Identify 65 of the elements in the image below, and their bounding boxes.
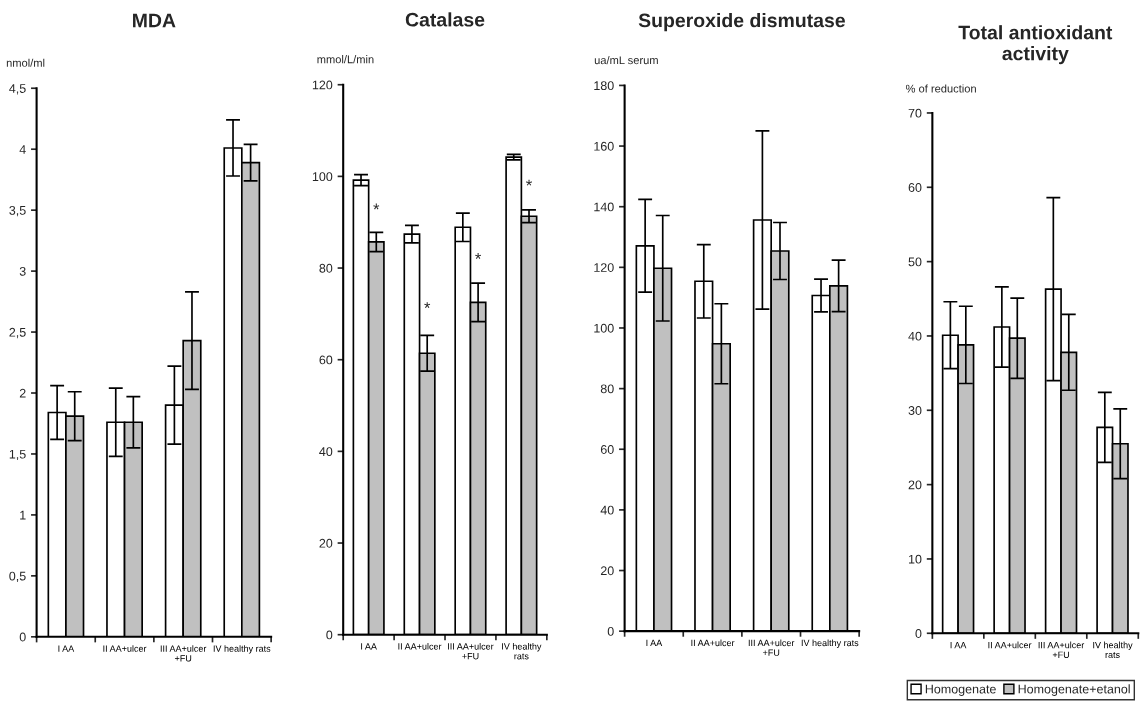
- annotation: *: [475, 253, 482, 259]
- x-tick-label: III AA+ulcer +FU: [748, 639, 795, 656]
- y-tick-label: 20: [319, 538, 333, 548]
- y-tick-label: 40: [600, 505, 614, 515]
- x-tick-label: III AA+ulcer +FU: [448, 643, 494, 660]
- y-tick-label: 0: [19, 632, 26, 642]
- y-tick-label: 60: [908, 183, 922, 192]
- y-tick-label: 120: [594, 263, 614, 272]
- y-tick-label: 120: [312, 80, 333, 90]
- y-axis-title: mmol/L/min: [317, 55, 374, 64]
- y-tick-label: 4,5: [9, 84, 26, 95]
- x-tick-label: I AA: [950, 641, 967, 649]
- y-tick-label: 0: [607, 626, 614, 636]
- y-tick-label: 1,5: [9, 449, 26, 461]
- y-tick-label: 100: [594, 323, 614, 333]
- x-tick-label: II AA+ulcer: [103, 645, 147, 652]
- y-tick-label: 0: [326, 630, 333, 640]
- annotation: *: [526, 179, 532, 186]
- y-tick-label: 80: [319, 263, 333, 273]
- chart-title: Catalase: [405, 12, 485, 27]
- x-tick-label: II AA+ulcer: [398, 643, 442, 650]
- x-tick-label: IV healthy rats: [801, 639, 859, 648]
- y-tick-label: 1: [20, 510, 26, 520]
- chart-title: Superoxide dismutase: [638, 13, 845, 32]
- y-tick-label: 60: [319, 355, 333, 365]
- x-tick-label: IV healthy rats: [1093, 641, 1133, 658]
- y-tick-label: 4: [19, 145, 26, 154]
- y-tick-label: 20: [600, 566, 614, 576]
- x-tick-label: II AA+ulcer: [691, 639, 735, 647]
- y-tick-label: 0,5: [9, 571, 26, 582]
- x-tick-label: III AA+ulcer +FU: [160, 645, 207, 662]
- x-tick-label: IV healthy rats: [502, 643, 542, 660]
- y-axis-title: ua/mL serum: [594, 55, 658, 65]
- annotation: *: [424, 302, 431, 308]
- y-tick-label: 20: [908, 480, 922, 490]
- x-tick-label: I AA: [646, 639, 663, 647]
- y-tick-label: 70: [908, 108, 922, 118]
- y-tick-label: 60: [600, 445, 614, 454]
- y-tick-label: 3,5: [9, 205, 26, 217]
- legend-label: Homogenate: [925, 684, 996, 696]
- y-tick-label: 80: [600, 384, 614, 394]
- x-tick-label: I AA: [58, 645, 75, 652]
- y-tick-label: 40: [319, 447, 333, 457]
- y-tick-label: 140: [594, 202, 614, 212]
- y-axis-title: % of reduction: [905, 84, 976, 93]
- y-tick-label: 160: [594, 141, 614, 151]
- y-tick-label: 100: [312, 172, 333, 182]
- y-axis-title: nmol/ml: [6, 58, 45, 67]
- legend-label: Homogenate+etanol: [1018, 684, 1130, 696]
- y-tick-label: 3: [19, 266, 26, 276]
- chart-title: Total antioxidant activity: [958, 25, 1113, 65]
- chart-title: MDA: [133, 13, 176, 28]
- x-tick-label: I AA: [361, 643, 377, 650]
- annotation: *: [373, 203, 380, 210]
- x-tick-label: III AA+ulcer +FU: [1038, 641, 1085, 658]
- y-tick-label: 40: [908, 331, 922, 341]
- y-tick-label: 50: [908, 257, 922, 267]
- y-tick-label: 2,5: [9, 327, 26, 339]
- y-tick-label: 10: [908, 554, 922, 564]
- y-tick-label: 2: [19, 388, 26, 398]
- y-tick-label: 180: [594, 81, 614, 91]
- x-tick-label: IV healthy rats: [213, 645, 271, 654]
- x-tick-label: II AA+ulcer: [988, 641, 1032, 649]
- y-tick-label: 30: [908, 406, 922, 415]
- y-tick-label: 0: [915, 629, 922, 638]
